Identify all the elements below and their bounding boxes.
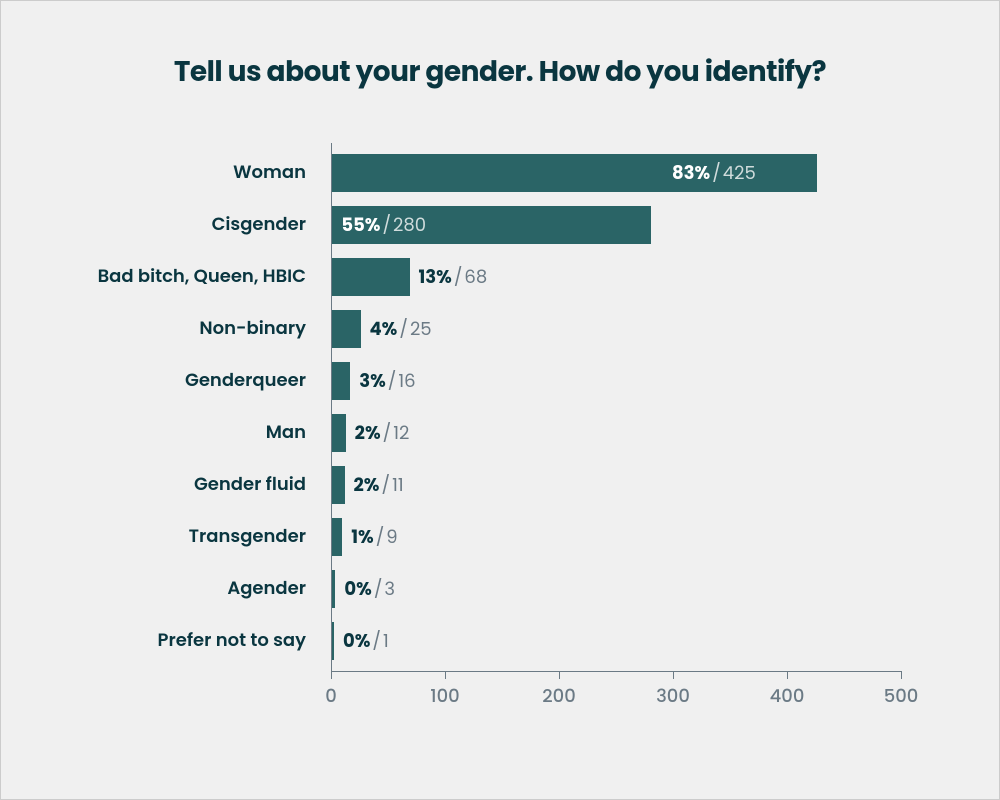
x-tick [901,671,902,679]
bar-value-label: 1% / 9 [351,525,397,549]
bar-value-label: 2% / 12 [355,421,410,445]
category-label: Man [61,422,321,444]
bar [332,414,346,452]
bar-value-label: 2% / 11 [354,473,404,497]
bar [332,622,334,660]
bar [332,362,350,400]
category-label: Bad bitch, Queen, HBIC [61,266,321,288]
category-label: Non-binary [61,318,321,340]
x-tick-label: 0 [325,683,337,710]
bar-value-label: 0% / 3 [344,577,395,601]
category-label: Genderqueer [61,370,321,392]
x-tick-label: 500 [884,683,919,710]
x-tick [445,671,446,679]
category-label: Woman [61,162,321,184]
x-tick [673,671,674,679]
bar-value-label: 55% / 280 [341,213,640,237]
x-tick-label: 300 [656,683,690,710]
bar-value-label: 83% / 425 [672,161,806,185]
chart-plot-area: 0 100 200 300 400 500 Woman 83% / 425 Cisgender 5… [61,143,939,723]
category-label: Prefer not to say [61,630,321,652]
bar-value-label: 0% / 1 [343,629,389,653]
chart-title: Tell us about your gender. How do you id… [61,51,939,93]
x-tick [331,671,332,679]
x-tick-label: 200 [542,683,575,710]
category-label: Transgender [61,526,321,548]
bar [332,570,335,608]
bar-value-label: 3% / 16 [359,369,415,393]
bar [332,310,361,348]
x-tick [559,671,560,679]
x-tick-label: 100 [430,683,459,710]
bar-value-label: 13% / 68 [419,265,488,289]
category-label: Cisgender [61,214,321,236]
category-label: Agender [61,578,321,600]
bar [332,258,410,296]
bar [332,518,342,556]
chart-container: Tell us about your gender. How do you id… [0,0,1000,800]
category-label: Gender fluid [61,474,321,496]
x-tick [787,671,788,679]
bar-value-label: 4% / 25 [370,317,432,341]
x-axis-line [331,671,901,672]
x-tick-label: 400 [770,683,805,710]
bar [332,466,345,504]
